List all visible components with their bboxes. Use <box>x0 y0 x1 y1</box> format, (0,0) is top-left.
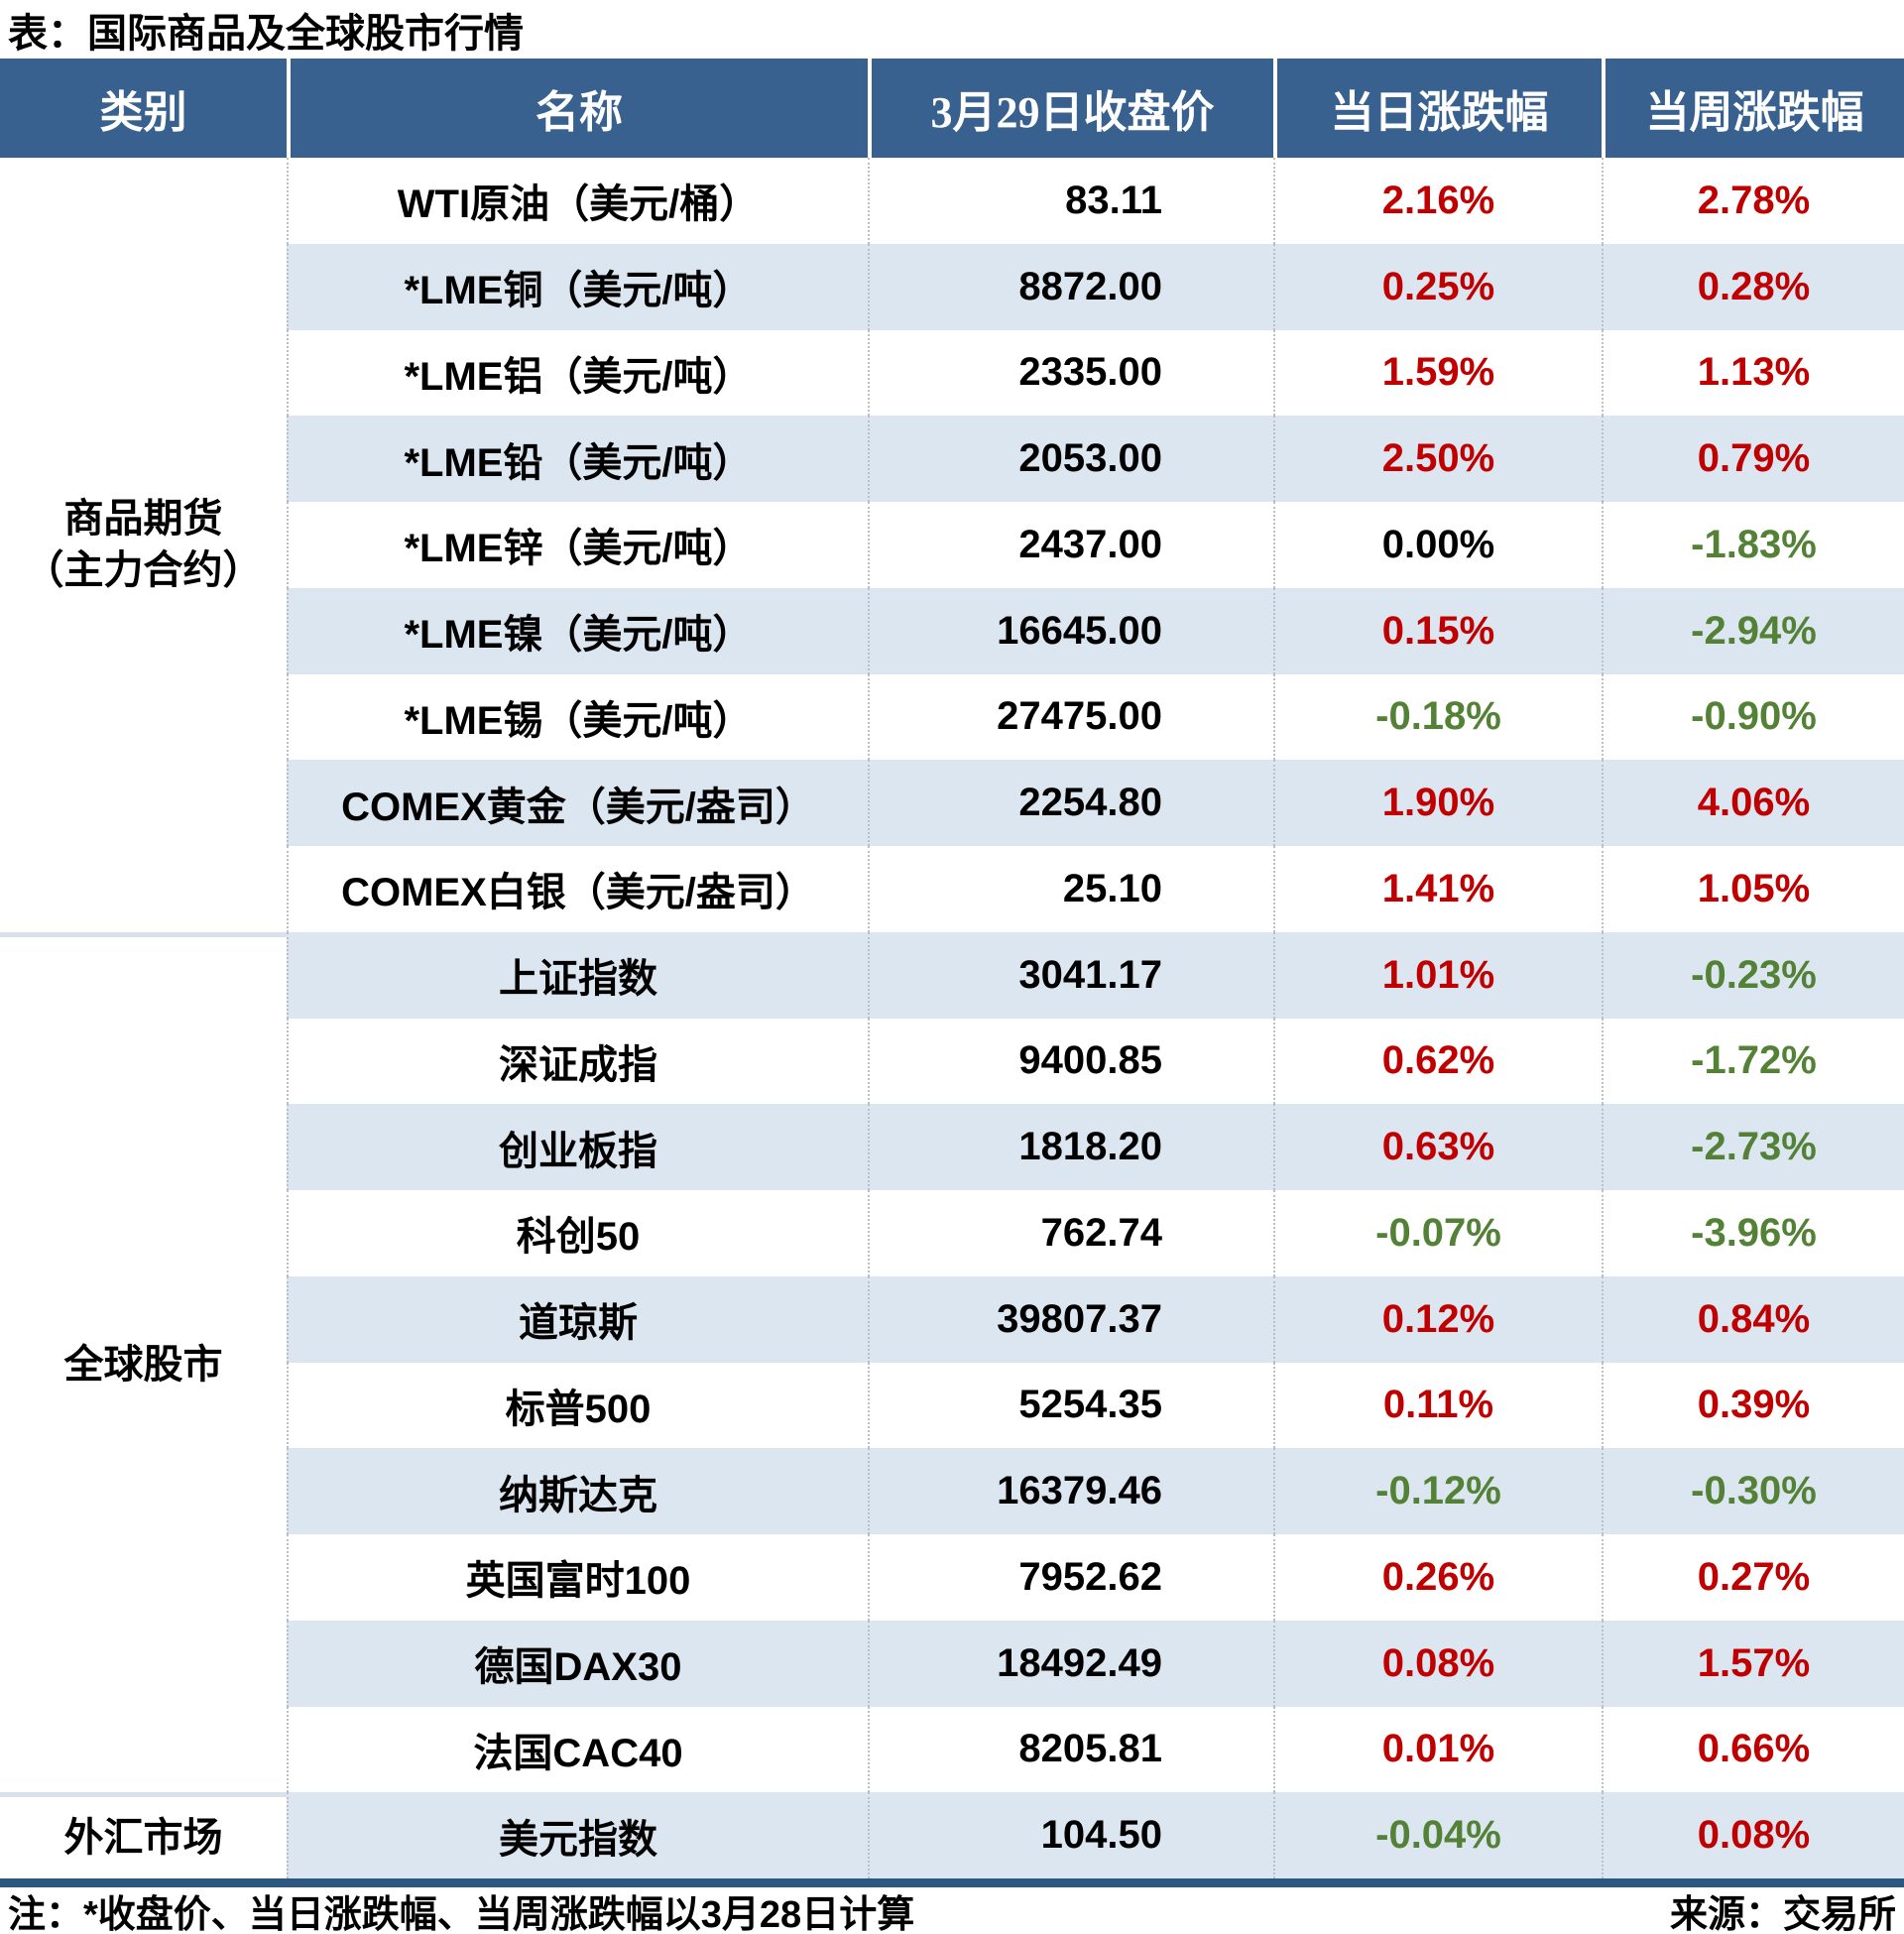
header-name: 名称 <box>287 59 868 158</box>
week-change-cell: 0.84% <box>1602 1275 1904 1363</box>
close-price-cell: 9400.85 <box>868 1018 1273 1105</box>
table-title: 表：国际商品及全球股市行情 <box>8 11 524 56</box>
header-close-price: 3月29日收盘价 <box>868 59 1273 158</box>
market-table: 类别 名称 3月29日收盘价 当日涨跌幅 当周涨跌幅 商品期货 （主力合约） 全… <box>0 59 1904 1878</box>
close-price-cell: 8872.00 <box>868 243 1273 330</box>
close-price-cell: 83.11 <box>868 158 1273 244</box>
footer-note: 注：*收盘价、当日涨跌幅、当周涨跌幅以3月28日计算 <box>8 1893 915 1934</box>
day-change-cell: 1.90% <box>1273 760 1602 846</box>
name-cell: 纳斯达克 <box>287 1448 868 1534</box>
week-change-cell: 0.66% <box>1602 1706 1904 1793</box>
day-change-cell: 1.59% <box>1273 329 1602 417</box>
close-price-cell: 39807.37 <box>868 1275 1273 1363</box>
week-change-cell: -2.73% <box>1602 1104 1904 1190</box>
name-cell: 标普500 <box>287 1362 868 1449</box>
day-change-cell: 0.62% <box>1273 1018 1602 1105</box>
name-cell: 美元指数 <box>287 1792 868 1878</box>
name-cell: 创业板指 <box>287 1104 868 1190</box>
week-change-cell: 4.06% <box>1602 760 1904 846</box>
bottom-divider-bar <box>0 1878 1904 1887</box>
close-price-cell: 16379.46 <box>868 1448 1273 1534</box>
name-cell: *LME镍（美元/吨） <box>287 587 868 674</box>
week-change-cell: 2.78% <box>1602 158 1904 244</box>
day-change-cell: 0.26% <box>1273 1534 1602 1621</box>
header-category: 类别 <box>0 59 287 158</box>
category-forex-market: 外汇市场 <box>0 1792 287 1878</box>
close-price-cell: 104.50 <box>868 1792 1273 1878</box>
name-cell: 法国CAC40 <box>287 1706 868 1793</box>
week-change-cell: -0.23% <box>1602 931 1904 1019</box>
name-cell: *LME铜（美元/吨） <box>287 243 868 330</box>
close-price-cell: 25.10 <box>868 846 1273 932</box>
close-price-cell: 5254.35 <box>868 1362 1273 1449</box>
week-change-cell: -3.96% <box>1602 1190 1904 1276</box>
close-price-cell: 27475.00 <box>868 673 1273 761</box>
close-price-cell: 8205.81 <box>868 1706 1273 1793</box>
week-change-cell: -2.94% <box>1602 587 1904 674</box>
header-day-change: 当日涨跌幅 <box>1273 59 1602 158</box>
week-change-cell: 1.13% <box>1602 329 1904 417</box>
name-cell: 深证成指 <box>287 1018 868 1105</box>
week-change-cell: -1.72% <box>1602 1018 1904 1105</box>
name-cell: *LME铝（美元/吨） <box>287 329 868 417</box>
footer-source: 来源：交易所 <box>1669 1893 1896 1934</box>
day-change-cell: -0.18% <box>1273 673 1602 761</box>
day-change-cell: 0.00% <box>1273 502 1602 588</box>
day-change-cell: 0.01% <box>1273 1706 1602 1793</box>
close-price-cell: 18492.49 <box>868 1620 1273 1707</box>
name-cell: WTI原油（美元/桶） <box>287 158 868 244</box>
name-cell: 道琼斯 <box>287 1275 868 1363</box>
day-change-cell: 0.15% <box>1273 587 1602 674</box>
week-change-cell: 0.79% <box>1602 416 1904 502</box>
day-change-cell: 1.41% <box>1273 846 1602 932</box>
day-change-cell: 0.08% <box>1273 1620 1602 1707</box>
name-cell: COMEX黄金（美元/盎司） <box>287 760 868 846</box>
name-cell: 德国DAX30 <box>287 1620 868 1707</box>
close-price-cell: 3041.17 <box>868 931 1273 1019</box>
week-change-cell: 0.39% <box>1602 1362 1904 1449</box>
close-price-cell: 2053.00 <box>868 416 1273 502</box>
close-price-cell: 7952.62 <box>868 1534 1273 1621</box>
name-cell: *LME锌（美元/吨） <box>287 502 868 588</box>
day-change-cell: 0.25% <box>1273 243 1602 330</box>
name-cell: 科创50 <box>287 1190 868 1276</box>
name-cell: *LME锡（美元/吨） <box>287 673 868 761</box>
week-change-cell: -0.90% <box>1602 673 1904 761</box>
week-change-cell: 1.05% <box>1602 846 1904 932</box>
close-price-cell: 2335.00 <box>868 329 1273 417</box>
footer: 注：*收盘价、当日涨跌幅、当周涨跌幅以3月28日计算 来源：交易所 <box>0 1887 1904 1934</box>
day-change-cell: 0.11% <box>1273 1362 1602 1449</box>
day-change-cell: 0.63% <box>1273 1104 1602 1190</box>
day-change-cell: 2.16% <box>1273 158 1602 244</box>
day-change-cell: 0.12% <box>1273 1275 1602 1363</box>
day-change-cell: -0.07% <box>1273 1190 1602 1276</box>
week-change-cell: 1.57% <box>1602 1620 1904 1707</box>
week-change-cell: 0.08% <box>1602 1792 1904 1878</box>
close-price-cell: 2437.00 <box>868 502 1273 588</box>
week-change-cell: -0.30% <box>1602 1448 1904 1534</box>
name-cell: *LME铅（美元/吨） <box>287 416 868 502</box>
week-change-cell: 0.27% <box>1602 1534 1904 1621</box>
close-price-cell: 16645.00 <box>868 587 1273 674</box>
name-cell: 英国富时100 <box>287 1534 868 1621</box>
category-commodity-futures: 商品期货 （主力合约） <box>0 158 287 932</box>
name-cell: COMEX白银（美元/盎司） <box>287 846 868 932</box>
close-price-cell: 1818.20 <box>868 1104 1273 1190</box>
day-change-cell: -0.12% <box>1273 1448 1602 1534</box>
day-change-cell: -0.04% <box>1273 1792 1602 1878</box>
day-change-cell: 1.01% <box>1273 931 1602 1019</box>
close-price-cell: 762.74 <box>868 1190 1273 1276</box>
week-change-cell: 0.28% <box>1602 243 1904 330</box>
week-change-cell: -1.83% <box>1602 502 1904 588</box>
close-price-cell: 2254.80 <box>868 760 1273 846</box>
category-global-stocks: 全球股市 <box>0 931 287 1793</box>
name-cell: 上证指数 <box>287 931 868 1019</box>
day-change-cell: 2.50% <box>1273 416 1602 502</box>
header-week-change: 当周涨跌幅 <box>1602 59 1904 158</box>
